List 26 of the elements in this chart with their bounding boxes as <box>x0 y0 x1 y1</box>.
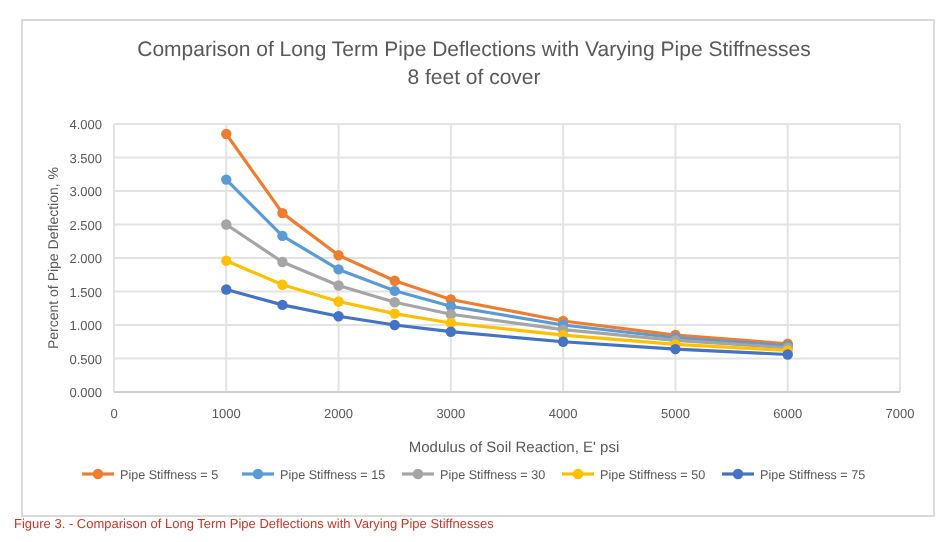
point <box>389 275 400 286</box>
point <box>333 280 344 291</box>
point <box>389 297 400 308</box>
point <box>557 336 569 347</box>
point <box>277 279 288 290</box>
chart-subtitle: 8 feet of cover <box>407 66 542 90</box>
point <box>277 299 288 311</box>
point <box>221 284 232 295</box>
point <box>221 128 232 140</box>
point <box>221 174 232 185</box>
chart-title: Comparison of Long Term Pipe Deflections with Varying Pipe Stiffnesses <box>137 38 811 62</box>
point <box>333 311 344 322</box>
point <box>445 326 457 337</box>
point <box>670 343 681 355</box>
point <box>389 285 400 297</box>
point <box>333 264 344 275</box>
point <box>333 296 344 307</box>
point <box>221 255 232 266</box>
point <box>221 219 232 230</box>
point <box>277 207 288 219</box>
point <box>389 308 400 319</box>
point <box>445 317 457 329</box>
point <box>333 250 344 261</box>
point <box>277 256 288 268</box>
point <box>389 319 400 331</box>
point <box>277 230 288 242</box>
